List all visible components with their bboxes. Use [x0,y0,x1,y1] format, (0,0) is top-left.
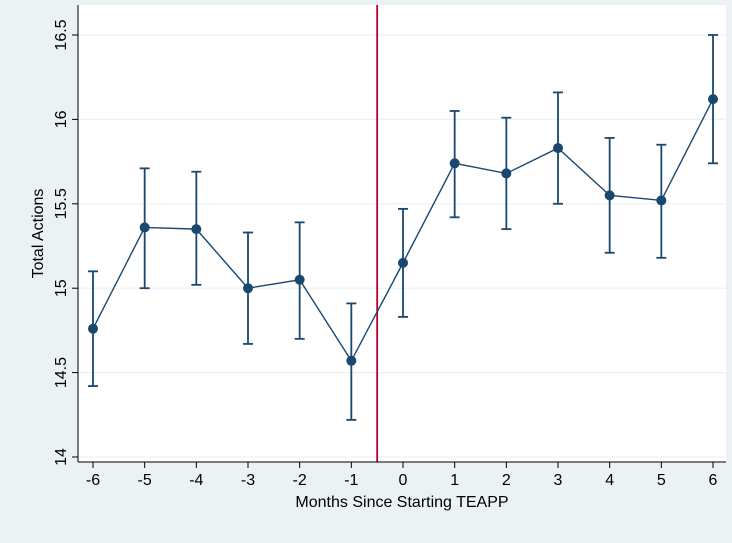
y-tick-label: 14 [53,448,70,466]
plot-area [78,5,726,462]
y-axis-label: Total Actions [30,189,47,279]
x-tick-label: -6 [86,472,100,489]
x-tick-label: 2 [502,472,511,489]
series [88,34,718,421]
data-point [88,323,98,334]
x-tick-label: -3 [241,472,255,489]
x-tick-label: 0 [399,472,408,489]
x-tick-label: 1 [450,472,459,489]
y-tick-label: 14.5 [53,357,70,388]
data-point [346,355,357,366]
y-tick-label: 16.5 [53,19,70,50]
data-point [553,143,563,154]
data-point [604,190,615,201]
data-point [656,195,667,206]
grid-lines [78,34,726,458]
data-point [191,224,202,235]
x-tick-label: -5 [138,472,152,489]
data-point [294,274,305,285]
data-point [139,222,150,233]
x-axis-label: Months Since Starting TEAPP [295,494,508,511]
data-point [501,168,512,179]
y-tick-label: 15.5 [53,188,70,219]
x-tick-label: 6 [709,472,718,489]
x-tick-label: -4 [189,472,203,489]
x-tick-label: 4 [605,472,614,489]
data-point [398,257,408,268]
x-tick-label: 3 [554,472,563,489]
data-point [708,94,718,105]
data-point [243,283,253,294]
x-tick-label: -2 [293,472,307,489]
x-tick-label: -1 [344,472,358,489]
x-tick-label: 5 [657,472,666,489]
y-tick-label: 16 [53,110,70,128]
y-tick-label: 15 [53,279,70,297]
data-point [449,158,460,169]
axes: 14 14.5 15 15.5 16 16.5 -6 -5 -4 -3 -2 -1 0 1 2 3 4 5 6 [53,5,726,489]
